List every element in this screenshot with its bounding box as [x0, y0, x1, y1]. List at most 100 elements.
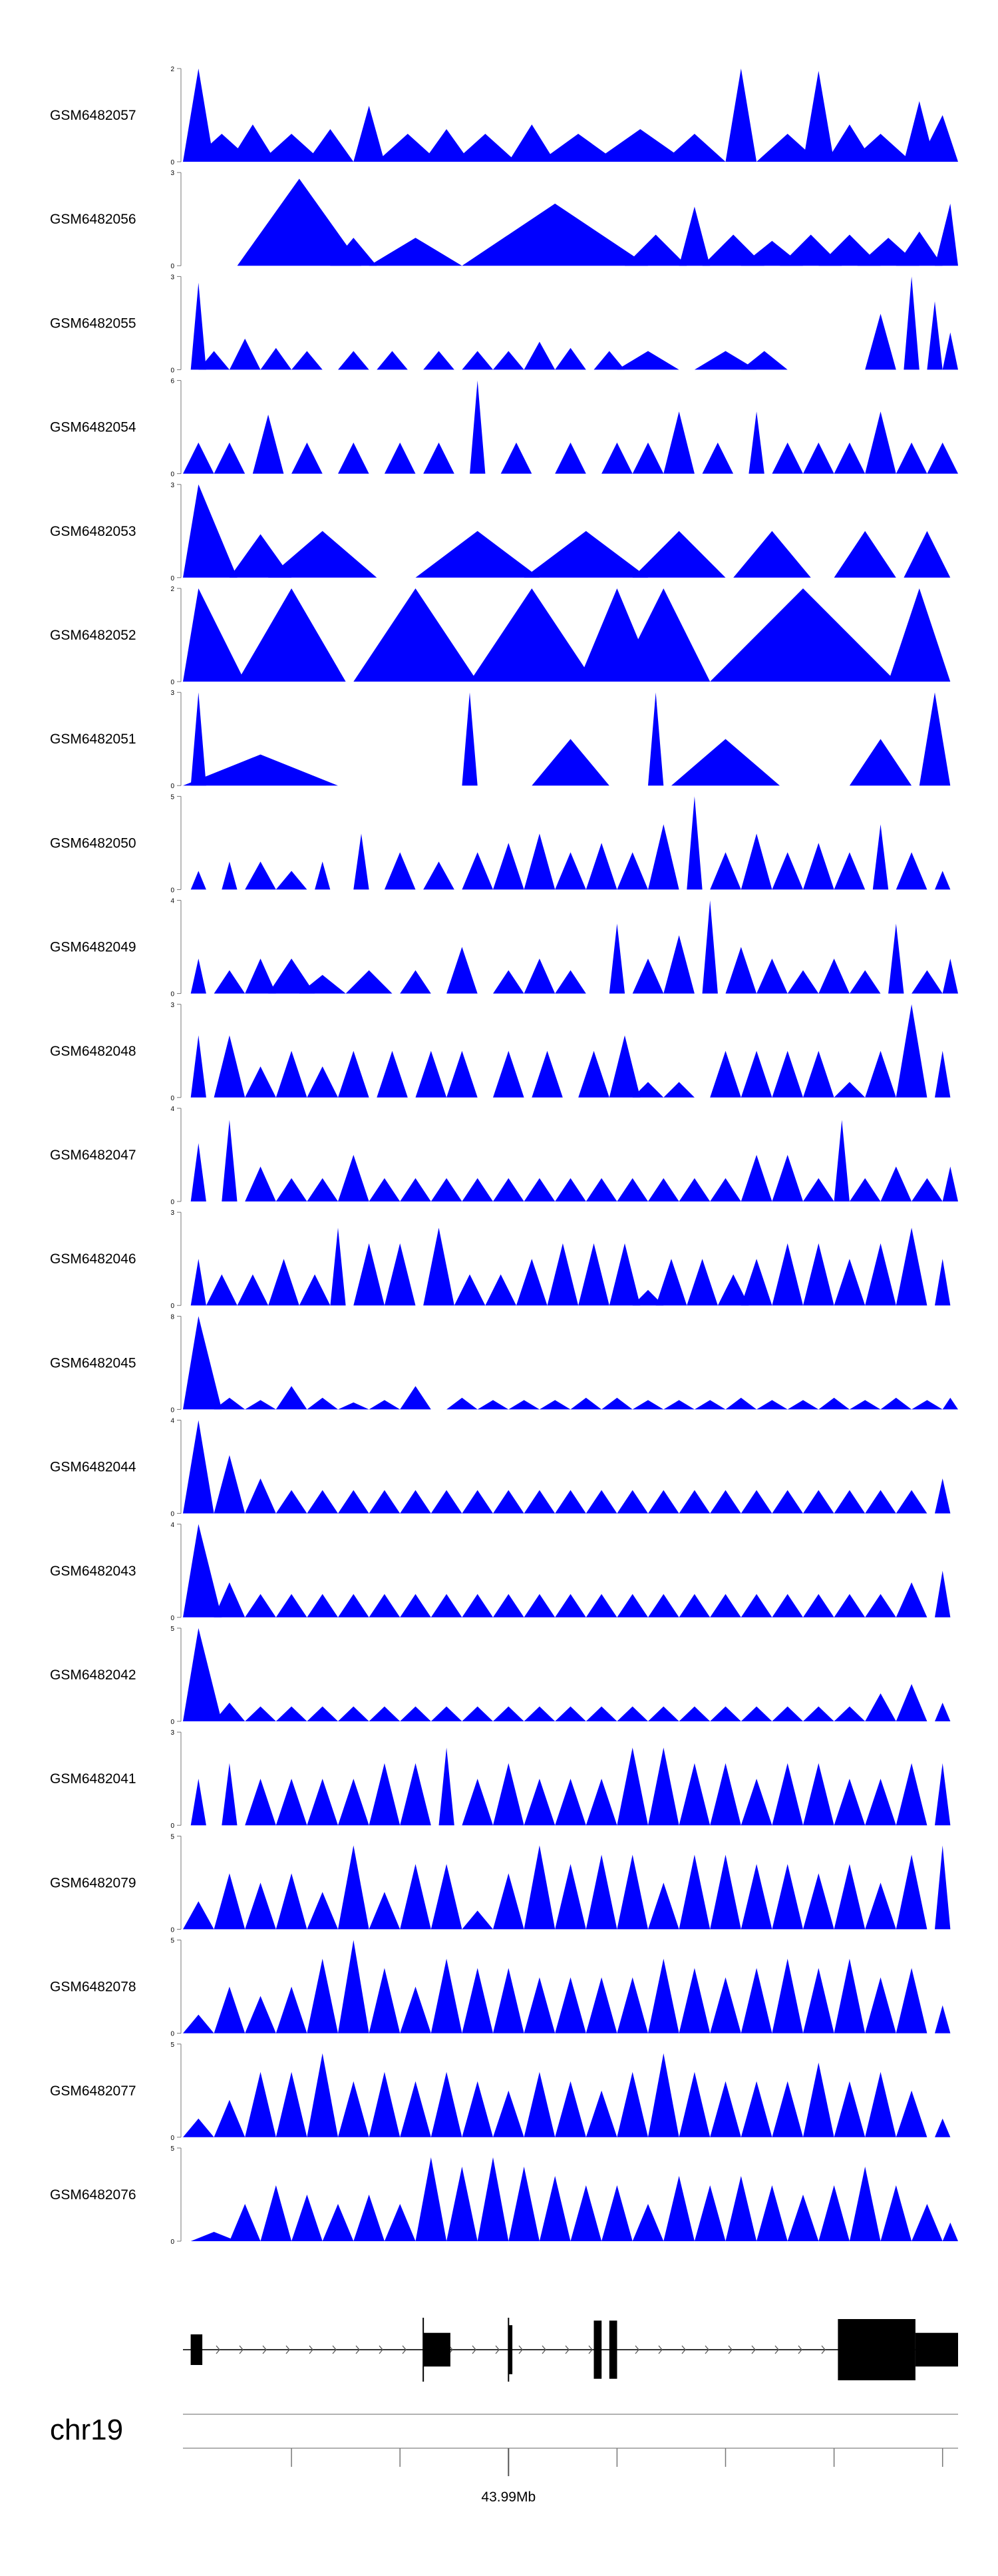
coverage-peak — [679, 1763, 711, 1826]
coverage-peak — [710, 2081, 741, 2137]
coverage-peak — [493, 843, 524, 890]
y-axis-max-label: 5 — [170, 2041, 174, 2049]
coverage-peak — [702, 900, 718, 994]
coverage-peak — [307, 129, 354, 162]
coverage-peak — [617, 2071, 648, 2137]
coverage-peak — [229, 338, 261, 370]
y-axis-max-label: 4 — [170, 898, 174, 905]
coverage-peak — [585, 843, 617, 890]
coverage-peak — [268, 1259, 299, 1306]
coverage-peak — [183, 1628, 222, 1721]
coverage-peak — [245, 1706, 276, 1721]
coverage-peak — [183, 588, 246, 682]
coverage-peak — [330, 1227, 346, 1306]
coverage-peak — [245, 1996, 276, 2034]
coverage-peak — [291, 442, 323, 474]
coverage-peak — [369, 1763, 401, 1826]
coverage-peak — [748, 411, 764, 474]
coverage-peak — [400, 2081, 431, 2137]
coverage-peak — [400, 1490, 431, 1514]
y-axis-max-label: 5 — [170, 1938, 174, 1945]
coverage-peak — [942, 2223, 958, 2241]
coverage-peak — [338, 442, 369, 474]
coverage-peak — [772, 2081, 803, 2137]
y-axis-min-label: 0 — [170, 887, 174, 894]
y-axis-max-label: 3 — [170, 1209, 174, 1217]
coverage-peak — [369, 1400, 401, 1410]
y-axis-min-label: 0 — [170, 1615, 174, 1622]
coverage-peak — [741, 1259, 772, 1306]
coverage-peak — [834, 1864, 866, 1930]
coverage-peak — [400, 970, 431, 994]
coverage-peak — [741, 1490, 772, 1514]
coverage-peak — [803, 1178, 834, 1201]
coverage-peak — [183, 1524, 222, 1617]
coverage-peak — [275, 871, 307, 890]
coverage-peak — [803, 1968, 834, 2034]
coverage-peak — [430, 1958, 462, 2034]
coverage-peak — [741, 1155, 772, 1201]
coverage-peak — [268, 531, 377, 578]
coverage-peak — [190, 959, 206, 994]
coverage-peak — [470, 588, 594, 682]
coverage-peak — [485, 1274, 516, 1306]
coverage-peak — [648, 692, 664, 786]
coverage-peak — [430, 1706, 462, 1721]
coverage-peak — [756, 1400, 788, 1410]
coverage-peak — [214, 1035, 246, 1098]
coverage-peak — [632, 531, 726, 578]
coverage-peak — [307, 1594, 338, 1617]
track-label: GSM6482055 — [50, 316, 136, 331]
coverage-peak — [260, 134, 323, 162]
coverage-peak — [865, 1693, 896, 1721]
track-label: GSM6482042 — [50, 1667, 136, 1683]
strand-arrow — [379, 2345, 383, 2354]
coverage-peak — [190, 1259, 206, 1306]
coverage-peak — [710, 1706, 741, 1721]
coverage-peak — [872, 824, 889, 890]
y-axis-max-label: 3 — [170, 482, 174, 489]
coverage-peak — [462, 1968, 493, 2034]
coverage-peak — [183, 484, 238, 578]
strand-arrow — [681, 2345, 686, 2354]
coverage-peak — [462, 852, 493, 890]
coverage-peak — [935, 1259, 951, 1306]
coverage-peak — [508, 124, 556, 162]
y-axis-min-label: 0 — [170, 783, 174, 790]
coverage-peak — [942, 959, 958, 994]
coverage-peak — [942, 1166, 958, 1201]
coverage-peak — [609, 923, 625, 994]
coverage-peak — [307, 1178, 338, 1201]
track-GSM6482050: GSM6482050 5 0 — [50, 793, 951, 894]
coverage-peak — [400, 1864, 431, 1930]
coverage-peak — [245, 1400, 276, 1410]
coverage-peak — [222, 861, 238, 890]
coverage-peak — [655, 1259, 687, 1306]
coverage-peak — [663, 2176, 695, 2241]
coverage-peak — [942, 1397, 958, 1410]
coverage-peak — [307, 1958, 338, 2034]
coverage-peak — [338, 1706, 369, 1721]
coverage-peak — [369, 1892, 401, 1930]
coverage-peak — [663, 1400, 695, 1410]
coverage-peak — [493, 1178, 524, 1201]
coverage-peak — [578, 1050, 609, 1098]
coverage-peak — [710, 1763, 741, 1826]
coverage-peak — [803, 1243, 834, 1306]
coverage-peak — [896, 1582, 927, 1617]
coverage-peak — [772, 1490, 803, 1514]
coverage-peak — [446, 947, 478, 994]
coverage-peak — [710, 1050, 741, 1098]
y-axis-min-label: 0 — [170, 1303, 174, 1310]
coverage-peak — [547, 1243, 579, 1306]
coverage-peak — [818, 234, 881, 266]
coverage-peak — [190, 1779, 206, 1826]
coverage-peak — [648, 1490, 679, 1514]
coverage-peak — [787, 1400, 819, 1410]
coverage-peak — [245, 2071, 276, 2137]
coverage-peak — [462, 692, 478, 786]
strand-arrow — [285, 2345, 290, 2354]
coverage-peak — [617, 1706, 648, 1721]
coverage-peak — [430, 2071, 462, 2137]
coverage-peak — [338, 1845, 369, 1930]
